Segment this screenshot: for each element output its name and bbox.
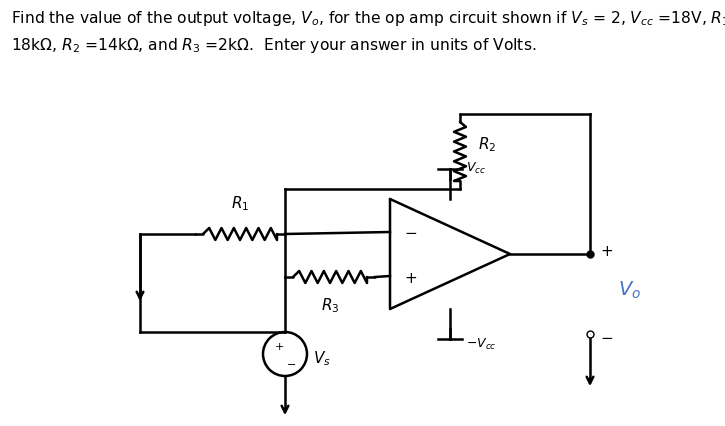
Text: $+$: $+$ [404, 271, 417, 286]
Text: $R_1$: $R_1$ [231, 194, 249, 213]
Text: $V_{cc}$: $V_{cc}$ [466, 160, 486, 175]
Text: $-$: $-$ [404, 224, 417, 239]
Text: $-V_{cc}$: $-V_{cc}$ [466, 336, 497, 351]
Text: Find the value of the output voltage, $V_o$, for the op amp circuit shown if $V_: Find the value of the output voltage, $V… [11, 9, 725, 27]
Text: $V_o$: $V_o$ [618, 279, 641, 300]
Text: $-$: $-$ [286, 357, 296, 367]
Text: $R_2$: $R_2$ [478, 135, 497, 153]
Text: $+$: $+$ [274, 341, 284, 352]
Text: $V_s$: $V_s$ [313, 349, 331, 368]
Text: $+$: $+$ [600, 243, 613, 258]
Text: 18k$\Omega$, $R_2$ =14k$\Omega$, and $R_3$ =2k$\Omega$.  Enter your answer in un: 18k$\Omega$, $R_2$ =14k$\Omega$, and $R_… [11, 36, 536, 55]
Text: $-$: $-$ [600, 329, 613, 344]
Text: $R_3$: $R_3$ [320, 295, 339, 314]
